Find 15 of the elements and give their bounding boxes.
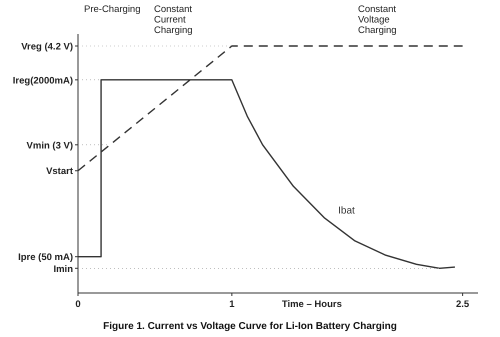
annotation: Vmin (3 V)	[26, 140, 73, 152]
x-tick-label: 0	[75, 299, 81, 310]
annotation: Ireg(2000mA)	[12, 75, 73, 86]
annotation: Vreg (4.2 V)	[21, 42, 73, 52]
x-axis-title: Time – Hours	[282, 299, 342, 310]
x-tick-label: 1	[229, 299, 236, 310]
text: Pre-Charging	[84, 4, 140, 15]
text: Figure 1. Current vs Voltage Curve for Li-Ion Battery Charging	[103, 321, 397, 332]
annotation: Vstart	[46, 166, 74, 178]
annotation: Imin	[53, 264, 74, 275]
annotation: Ipre (50 mA)	[18, 252, 73, 264]
series-label: Ibat	[338, 206, 356, 217]
x-tick-label: 2.5	[456, 299, 470, 310]
text: Constant Voltage Charging	[358, 4, 397, 36]
text: Constant Current Charging	[154, 4, 193, 36]
